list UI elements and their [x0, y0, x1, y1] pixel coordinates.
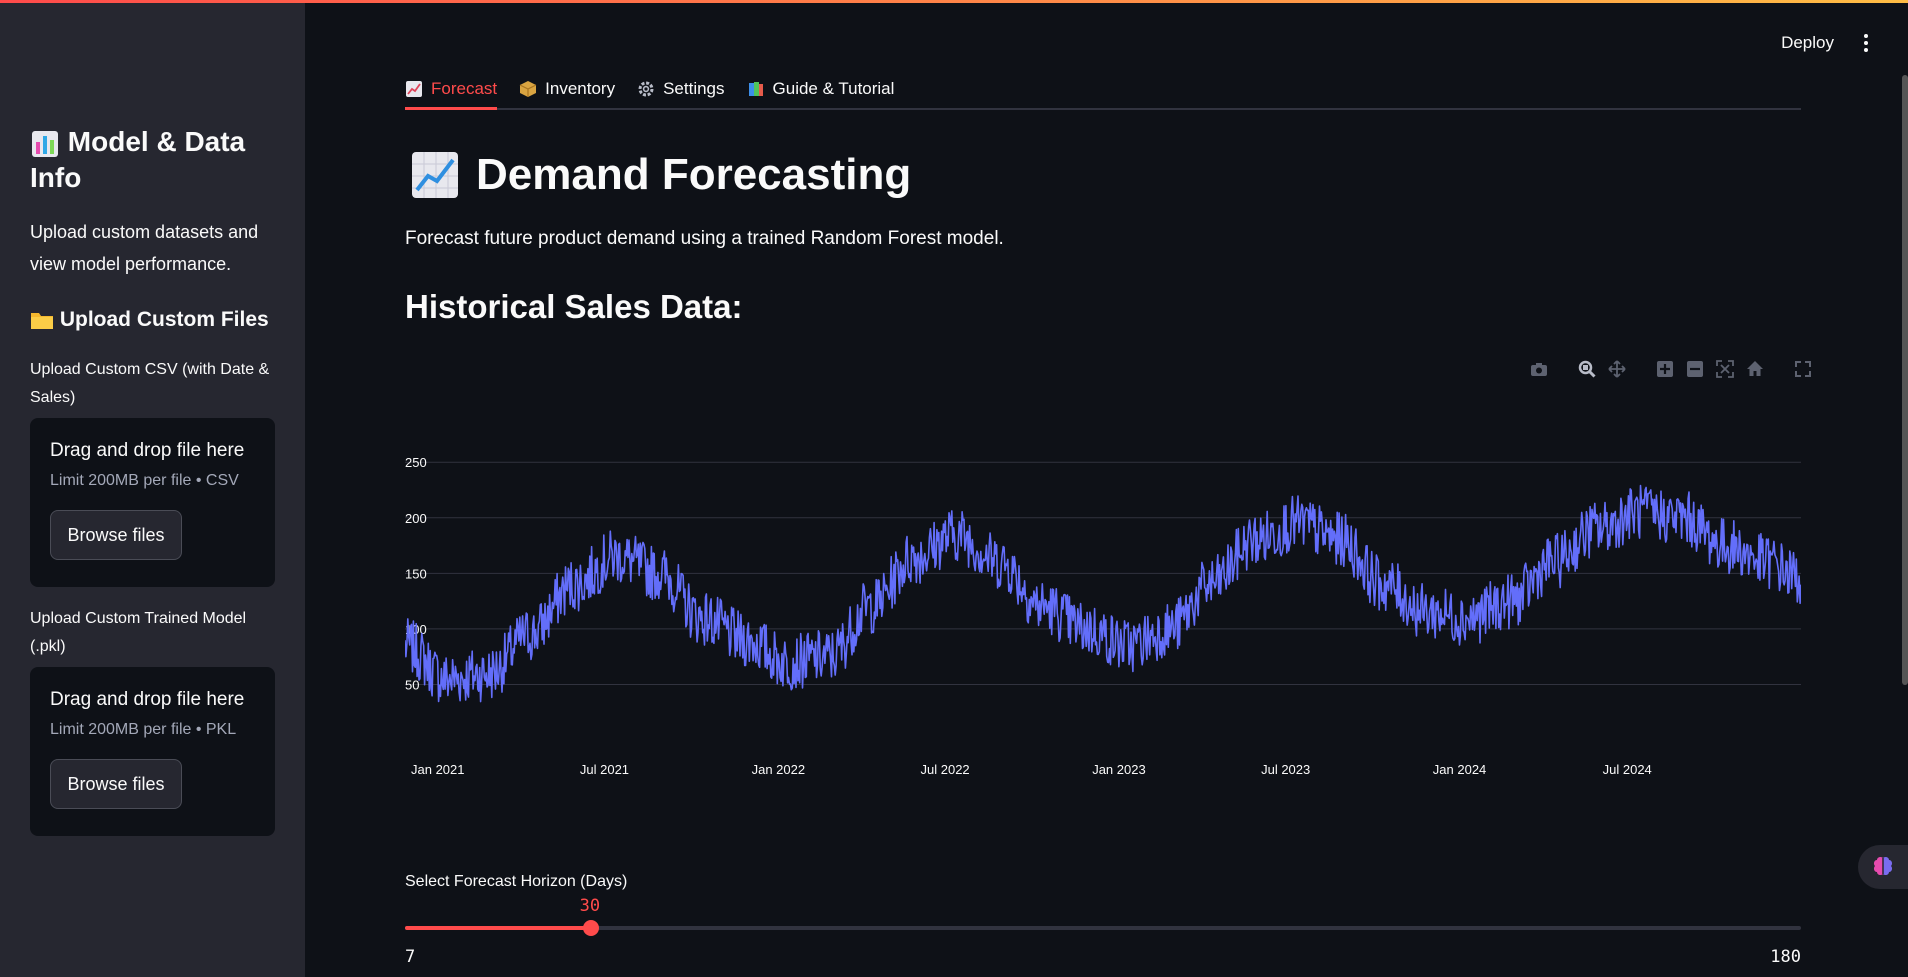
deploy-button[interactable]: Deploy: [1781, 33, 1834, 52]
tab-forecast-label: Forecast: [431, 79, 498, 98]
y-tick-label: 50: [405, 677, 419, 692]
csv-upload-label: Upload Custom CSV (with Date & Sales): [30, 361, 270, 406]
page-subtitle: Forecast future product demand using a t…: [405, 228, 1004, 249]
csv-dropzone[interactable]: Drag and drop file here Limit 200MB per …: [30, 418, 275, 587]
sales-series-line: [405, 484, 1801, 703]
tab-inventory[interactable]: Inventory: [519, 70, 615, 108]
sidebar-description: Upload custom datasets and view model pe…: [30, 222, 259, 274]
tab-guide-label: Guide & Tutorial: [772, 79, 895, 98]
brain-icon: [1873, 856, 1893, 876]
bar-chart-icon: [32, 130, 58, 157]
header-actions: Deploy: [1781, 30, 1872, 56]
tab-guide[interactable]: Guide & Tutorial: [747, 70, 895, 108]
tab-settings[interactable]: Settings: [637, 70, 725, 108]
x-tick-label: Jul 2023: [1261, 762, 1310, 777]
slider-label: Select Forecast Horizon (Days): [405, 873, 628, 890]
x-tick-label: Jul 2024: [1603, 762, 1652, 777]
main-menu-icon[interactable]: [1860, 30, 1872, 56]
slider-value: 30: [579, 896, 601, 916]
pkl-browse-button[interactable]: Browse files: [50, 759, 182, 809]
upload-heading-text: Upload Custom Files: [59, 308, 269, 331]
x-tick-label: Jan 2021: [411, 762, 465, 777]
zoom-out-icon[interactable]: [1686, 360, 1704, 378]
x-tick-label: Jan 2023: [1092, 762, 1146, 777]
historical-heading: Historical Sales Data:: [405, 288, 743, 325]
slider-track[interactable]: [405, 920, 1801, 936]
home-icon[interactable]: [1746, 360, 1764, 378]
slider-fill: [405, 926, 591, 930]
y-tick-label: 250: [405, 455, 427, 470]
assistant-button[interactable]: [1858, 845, 1908, 889]
chart-increasing-icon: [406, 81, 422, 97]
page-title: Demand Forecasting: [410, 150, 911, 200]
top-accent-bar: [0, 0, 1908, 3]
folder-icon: [31, 313, 53, 330]
pkl-limit-text: Limit 200MB per file • PKL: [50, 721, 237, 738]
chart-modebar: [1530, 360, 1812, 378]
sidebar-title: Model & Data Info: [30, 124, 280, 196]
slider-max: 180: [1770, 947, 1801, 967]
tab-bar: Forecast Inventory Settings Guide & Tuto…: [405, 70, 1801, 110]
zoom-icon[interactable]: [1578, 360, 1596, 378]
pan-icon[interactable]: [1608, 360, 1626, 378]
upload-heading: Upload Custom Files: [30, 308, 269, 332]
autoscale-icon[interactable]: [1716, 360, 1734, 378]
chart-increasing-icon: [412, 152, 458, 198]
fullscreen-icon[interactable]: [1794, 360, 1812, 378]
page-title-text: Demand Forecasting: [476, 150, 912, 199]
y-tick-label: 200: [405, 511, 427, 526]
tab-forecast[interactable]: Forecast: [405, 70, 498, 110]
pkl-drop-title: Drag and drop file here: [50, 689, 245, 710]
slider-min: 7: [405, 947, 416, 967]
sidebar-title-text: Model & Data Info: [30, 126, 246, 193]
csv-drop-title: Drag and drop file here: [50, 440, 245, 461]
x-tick-label: Jul 2022: [921, 762, 970, 777]
tab-settings-label: Settings: [663, 79, 725, 98]
csv-limit-text: Limit 200MB per file • CSV: [50, 472, 239, 489]
package-icon: [519, 81, 537, 97]
x-tick-label: Jan 2024: [1433, 762, 1487, 777]
pkl-dropzone[interactable]: Drag and drop file here Limit 200MB per …: [30, 667, 275, 836]
x-tick-label: Jan 2022: [752, 762, 806, 777]
camera-icon[interactable]: [1530, 360, 1548, 378]
pkl-upload-label: Upload Custom Trained Model (.pkl): [30, 610, 247, 655]
x-tick-label: Jul 2021: [580, 762, 629, 777]
csv-browse-button[interactable]: Browse files: [50, 510, 182, 560]
sidebar: Model & Data Info Upload custom datasets…: [0, 0, 305, 977]
zoom-in-icon[interactable]: [1656, 360, 1674, 378]
gear-icon: [638, 81, 654, 97]
books-icon: [748, 82, 763, 96]
tab-inventory-label: Inventory: [545, 79, 616, 98]
y-tick-label: 150: [405, 566, 427, 581]
scrollbar[interactable]: [1902, 75, 1908, 685]
slider-thumb[interactable]: [582, 920, 599, 936]
